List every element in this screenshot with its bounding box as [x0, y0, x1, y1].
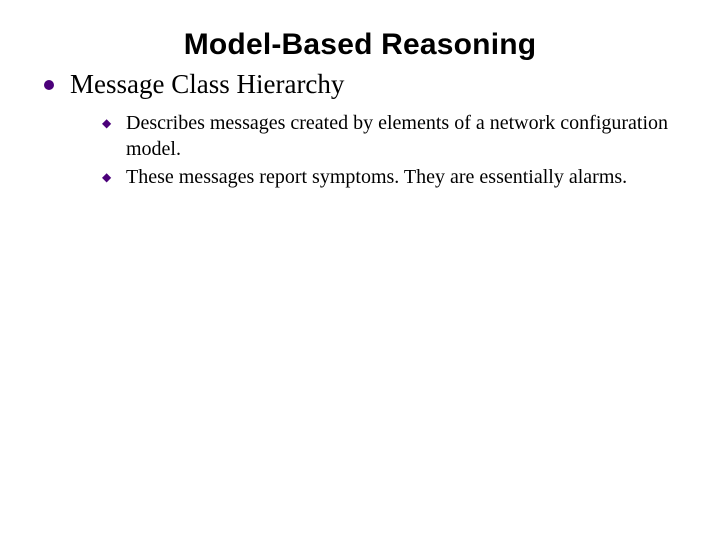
list-item-text: Message Class Hierarchy	[70, 69, 344, 99]
bullet-list-level1: Message Class Hierarchy Describes messag…	[40, 68, 680, 190]
list-item: Message Class Hierarchy Describes messag…	[40, 68, 680, 190]
list-item: These messages report symptoms. They are…	[102, 164, 680, 190]
list-item: Describes messages created by elements o…	[102, 110, 680, 162]
bullet-list-level2: Describes messages created by elements o…	[70, 110, 680, 190]
slide-title: Model-Based Reasoning	[40, 28, 680, 62]
list-item-text: These messages report symptoms. They are…	[126, 166, 627, 188]
list-item-text: Describes messages created by elements o…	[126, 112, 668, 160]
slide: Model-Based Reasoning Message Class Hier…	[0, 0, 720, 540]
